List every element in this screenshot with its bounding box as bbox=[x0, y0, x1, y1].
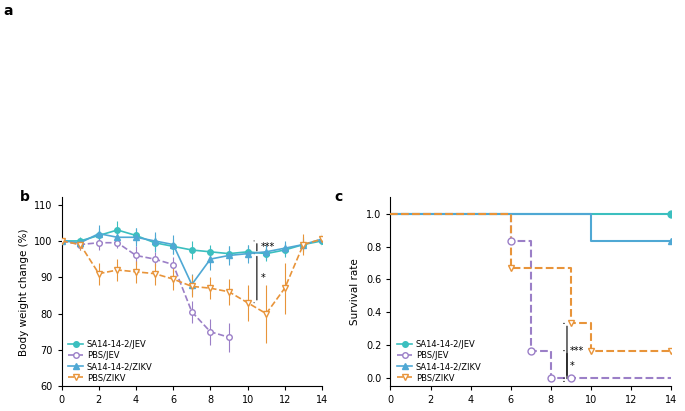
Legend: SA14-14-2/JEV, PBS/JEV, SA14-14-2/ZIKV, PBS/ZIKV: SA14-14-2/JEV, PBS/JEV, SA14-14-2/ZIKV, … bbox=[68, 340, 153, 382]
Text: *: * bbox=[260, 273, 265, 283]
Text: b: b bbox=[20, 190, 30, 204]
Legend: SA14-14-2/JEV, PBS/JEV, SA14-14-2/ZIKV, PBS/ZIKV: SA14-14-2/JEV, PBS/JEV, SA14-14-2/ZIKV, … bbox=[397, 340, 482, 382]
Text: ***: *** bbox=[570, 346, 584, 356]
Text: c: c bbox=[334, 190, 342, 204]
Y-axis label: Survival rate: Survival rate bbox=[351, 259, 360, 325]
Text: a: a bbox=[3, 4, 13, 18]
Y-axis label: Body weight change (%): Body weight change (%) bbox=[18, 228, 29, 356]
Text: *: * bbox=[570, 361, 575, 371]
Text: ***: *** bbox=[260, 242, 275, 252]
